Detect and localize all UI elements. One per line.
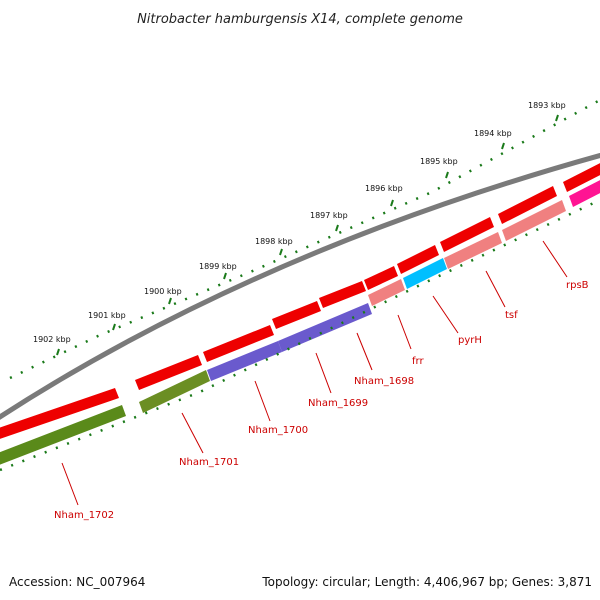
scale-tick [501,142,505,150]
leader-line-nham-1700 [254,380,271,422]
gene-arrow[interactable] [397,245,439,274]
gene-label[interactable]: Nham_1700 [248,425,308,436]
gene-bar-rpsb[interactable] [569,175,600,207]
gene-label[interactable]: tsf [505,310,518,321]
gene-arrow[interactable] [563,158,600,192]
scale-tick [390,199,394,207]
accession-text: Accession: NC_007964 [9,575,145,589]
scale-label: 1896 kbp [365,184,403,193]
scale-label: 1898 kbp [255,237,293,246]
gene-bar-tsf[interactable] [444,232,502,269]
gene-arrow[interactable] [0,388,119,441]
gene-label[interactable]: Nham_1702 [54,510,114,521]
gene-arrow[interactable] [203,325,274,362]
leader-line-nham-1702 [61,462,79,506]
gene-label[interactable]: Nham_1701 [179,457,239,468]
scale-tick [445,171,449,179]
leader-line-nham-1699 [315,352,332,394]
gene-label[interactable]: rpsB [566,280,589,291]
forward-strand [0,158,600,441]
scale-tick [223,272,227,280]
genome-summary-text: Topology: circular; Length: 4,406,967 bp… [261,575,592,589]
scale-label: 1900 kbp [144,287,182,296]
scale-label: 1894 kbp [474,129,512,138]
gene-label[interactable]: Nham_1698 [354,376,414,387]
gene-bar-unlabeled[interactable] [502,200,566,241]
gene-arrow[interactable] [498,186,557,224]
lower-scale-dots [0,198,600,472]
scale-label: 1895 kbp [420,157,458,166]
label-lines [61,240,568,506]
scale-bar [9,98,600,380]
scale-tick [112,323,116,331]
gene-arrow[interactable] [440,217,494,252]
scale-tick [555,114,559,122]
gene-arrow[interactable] [272,301,321,329]
scale-label: 1897 kbp [310,211,348,220]
map-title: Nitrobacter hamburgensis X14, complete g… [137,12,463,27]
genome-backbone [0,152,600,420]
scale-label: 1893 kbp [528,101,566,110]
gene-arrow[interactable] [364,266,398,290]
gene-label[interactable]: Nham_1699 [308,398,368,409]
reverse-strand [0,175,600,467]
scale-tick [279,248,283,256]
scale-tick [56,348,60,356]
gene-bar-nham-1701[interactable] [139,370,210,413]
gene-arrow[interactable] [135,355,202,390]
leader-line-pyrh [432,295,459,334]
leader-line-nham-1698 [356,332,373,371]
scale-tick [335,224,339,232]
gene-bar-pyrh[interactable] [403,258,447,289]
leader-line-rpsb [542,240,568,278]
scale-label: 1902 kbp [33,335,71,344]
gene-label[interactable]: pyrH [458,335,482,346]
gene-bar-frr[interactable] [368,279,405,306]
gene-arrow[interactable] [319,281,366,308]
gene-bar-nham-1699[interactable] [278,303,372,352]
scale-tick [168,297,172,305]
leader-line-frr [397,314,412,350]
gene-bar-nham-1700[interactable] [207,341,282,381]
scale-label: 1899 kbp [199,262,237,271]
gene-label[interactable]: frr [412,356,424,367]
scale-label: 1901 kbp [88,311,126,320]
leader-line-nham-1701 [181,412,204,454]
gene-bar-nham-1702[interactable] [0,405,126,467]
leader-line-tsf [485,270,506,308]
